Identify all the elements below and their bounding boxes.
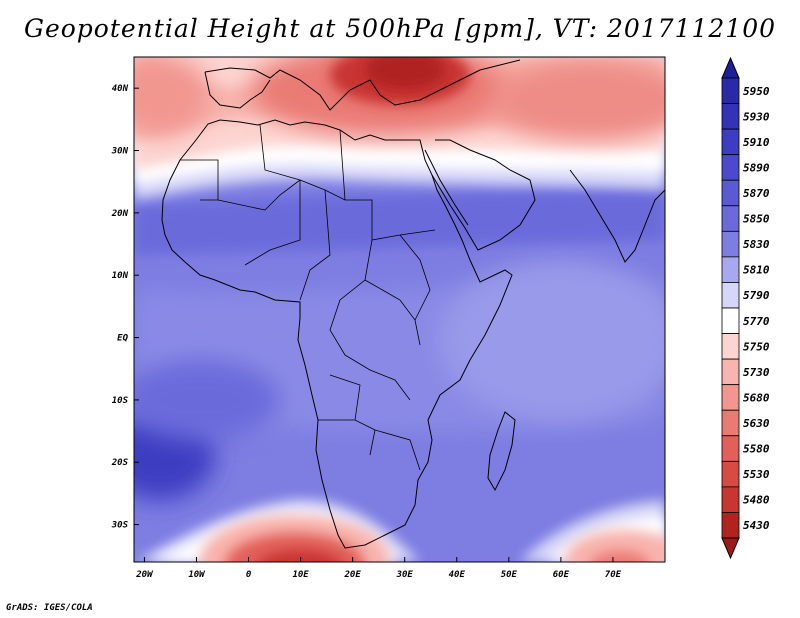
lon-tick-label: 20E	[344, 570, 362, 580]
lat-tick-label: 10S	[112, 396, 129, 406]
field-south-indian-trough	[590, 551, 650, 562]
lat-tick-label: 40N	[112, 84, 129, 94]
colorbar-label: 5790	[743, 289, 770, 302]
lat-tick-label: 20S	[111, 458, 129, 468]
red-sea-coastline	[424, 149, 469, 226]
south-indian-pink	[565, 530, 665, 562]
colorbar-swatch	[721, 358, 740, 386]
colorbar-label: 5750	[743, 340, 770, 353]
iberia-coastline	[204, 71, 271, 109]
lon-tick-label: 50E	[501, 570, 518, 580]
colorbar-label: 5930	[743, 110, 770, 123]
india-coastline	[569, 169, 665, 263]
colorbar-swatch	[721, 384, 740, 411]
height-field	[134, 57, 665, 562]
colorbar-swatch	[721, 103, 740, 130]
lat-tick-label: 30N	[111, 147, 129, 157]
lon-tick-label: 20W	[135, 570, 154, 580]
asia-trough	[490, 60, 665, 140]
madagascar-coastline	[487, 411, 516, 492]
colorbar-swatch	[721, 128, 740, 156]
colorbar-swatch	[721, 307, 740, 334]
colorbar-swatch	[721, 333, 740, 360]
colorbar-swatch	[721, 512, 740, 539]
axis-ticks: 20W 10W 0 10E 20E 30E 40E 50E 60E 70E 40N 30N 20N 10N…	[111, 84, 622, 580]
lon-tick-label: 0	[246, 570, 252, 580]
lon-tick-label: 60E	[553, 570, 570, 580]
colorbar-label: 5480	[743, 494, 770, 507]
lat-tick-label: 20N	[111, 209, 129, 219]
colorbar: 5950 5930 5910 5890 5870 5850 5830 5810 5790 5770…	[721, 56, 770, 560]
lon-tick-label: 30E	[396, 570, 414, 580]
colorbar-label: 5580	[743, 443, 770, 456]
map-frame	[133, 56, 666, 563]
colorbar-swatch	[721, 486, 740, 513]
colorbar-label: 5870	[743, 187, 770, 200]
colorbar-swatch	[721, 205, 740, 232]
colorbar-label: 5680	[743, 391, 770, 404]
colorbar-label: 5830	[743, 238, 770, 251]
colorbar-swatch	[721, 435, 740, 462]
arabia-coastline	[431, 139, 536, 251]
colorbar-swatch	[721, 179, 740, 207]
borders	[180, 124, 436, 471]
colorbar-swatch	[721, 256, 740, 283]
map-title: Geopotential Height at 500hPa [gpm], VT:…	[23, 14, 777, 43]
field-south-atlantic-trough	[258, 550, 342, 562]
lon-tick-label: 70E	[605, 570, 622, 580]
atlantic-trough-north	[134, 57, 210, 135]
colorbar-label: 5630	[743, 417, 770, 430]
lat-tick-label: 30S	[111, 521, 129, 531]
coastlines	[161, 59, 665, 549]
colorbar-swatch	[721, 77, 740, 104]
lon-tick-label: 40E	[449, 570, 466, 580]
colorbar-bottom-cap	[721, 537, 740, 560]
colorbar-label: 5530	[743, 468, 770, 481]
colorbar-label: 5850	[743, 213, 770, 226]
grads-credit: GrADS: IGES/COLA	[6, 603, 93, 613]
colorbar-swatch	[721, 460, 740, 488]
colorbar-swatch	[721, 409, 740, 437]
atlantic-ridge	[134, 360, 280, 440]
colorbar-label: 5730	[743, 366, 770, 379]
colorbar-label: 5950	[743, 85, 770, 98]
colorbar-label: 5770	[743, 315, 770, 328]
colorbar-label: 5430	[743, 519, 770, 532]
colorbar-swatch	[721, 230, 740, 258]
lon-tick-label: 10W	[188, 570, 206, 580]
field-eastern-med-low	[365, 57, 445, 90]
colorbar-label: 5810	[743, 264, 770, 277]
colorbar-swatch	[721, 282, 740, 309]
indian-ocean-light	[440, 260, 665, 420]
lat-tick-label: EQ	[117, 334, 128, 344]
lat-tick-label: 10N	[112, 271, 129, 281]
europe-coastline	[204, 59, 521, 111]
colorbar-top-cap	[721, 56, 740, 79]
colorbar-swatch	[721, 154, 740, 181]
colorbar-label: 5910	[743, 136, 770, 149]
africa-coastline	[161, 119, 513, 549]
colorbar-label: 5890	[743, 161, 770, 174]
lon-tick-label: 10E	[292, 570, 309, 580]
subtropical-dark-band	[134, 185, 665, 255]
south-atlantic-red	[225, 533, 365, 562]
